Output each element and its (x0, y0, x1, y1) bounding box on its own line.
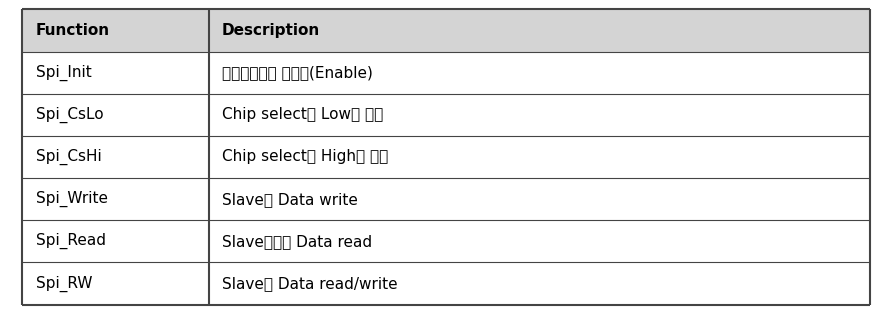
Text: Spi_RW: Spi_RW (36, 275, 92, 292)
Text: Slave로부터 Data read: Slave로부터 Data read (222, 234, 372, 249)
Text: Spi_CsHi: Spi_CsHi (36, 149, 102, 165)
Text: Spi_CsLo: Spi_CsLo (36, 107, 103, 123)
Bar (22, 9, 870, 51)
Bar (22, 178, 870, 220)
Text: 기본설정으로 초기화(Enable): 기본설정으로 초기화(Enable) (222, 65, 373, 80)
Bar (22, 51, 870, 94)
Bar (22, 263, 870, 305)
Text: Chip select를 Low로 설정: Chip select를 Low로 설정 (222, 107, 384, 122)
Text: Spi_Write: Spi_Write (36, 191, 108, 207)
Bar (22, 220, 870, 263)
Text: Spi_Read: Spi_Read (36, 233, 105, 249)
Bar (22, 94, 870, 136)
Text: Description: Description (222, 23, 320, 38)
Text: Spi_Init: Spi_Init (36, 65, 92, 81)
Text: Slave로 Data write: Slave로 Data write (222, 192, 358, 207)
Text: Chip select를 High로 설정: Chip select를 High로 설정 (222, 149, 388, 165)
Text: Slave와 Data read/write: Slave와 Data read/write (222, 276, 398, 291)
Bar (22, 136, 870, 178)
Text: Function: Function (36, 23, 110, 38)
